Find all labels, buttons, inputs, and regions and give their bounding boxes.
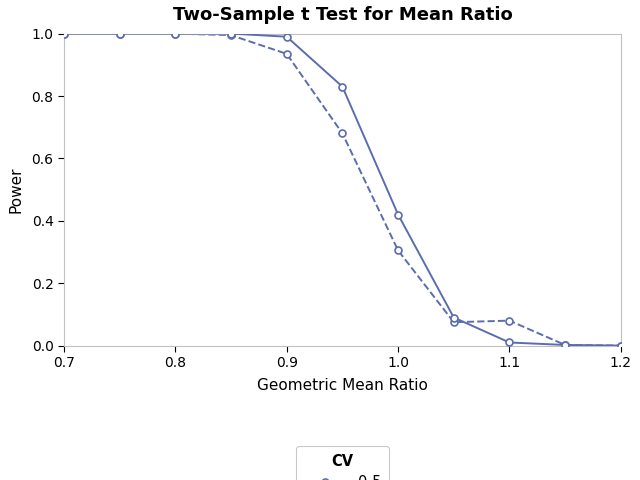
Title: Two-Sample t Test for Mean Ratio: Two-Sample t Test for Mean Ratio bbox=[173, 6, 512, 24]
Y-axis label: Power: Power bbox=[8, 167, 23, 213]
X-axis label: Geometric Mean Ratio: Geometric Mean Ratio bbox=[257, 378, 428, 393]
Legend: 0.5, 0.6: 0.5, 0.6 bbox=[296, 446, 389, 480]
